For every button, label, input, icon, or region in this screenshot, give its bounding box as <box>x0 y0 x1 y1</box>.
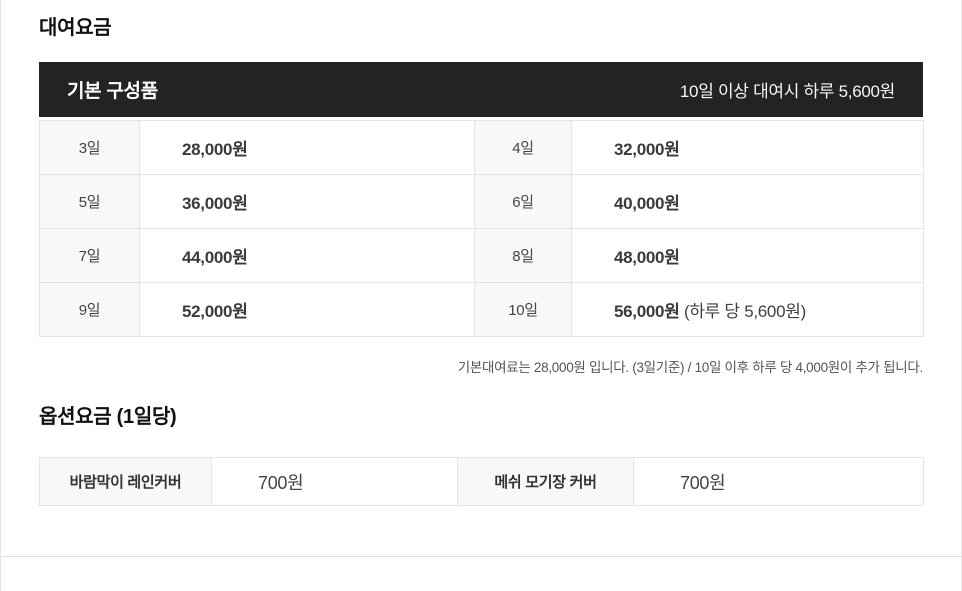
price-value: 28,000원 <box>182 140 248 159</box>
rate-row: 3일 28,000원 4일 32,000원 <box>39 120 924 175</box>
option-price-cell: 700원 <box>633 457 924 506</box>
base-rate-note: 기본대여료는 28,000원 입니다. (3일기준) / 10일 이후 하루 당… <box>457 360 924 375</box>
price-value: 48,000원 <box>614 248 680 267</box>
bottom-divider <box>1 556 961 557</box>
day-cell: 3일 <box>39 120 140 175</box>
rate-row: 9일 52,000원 10일 56,000원 (하루 당 5,600원) <box>39 282 924 337</box>
price-value: 32,000원 <box>614 140 680 159</box>
price-cell: 48,000원 <box>571 228 924 283</box>
day-cell: 4일 <box>474 120 572 175</box>
day-cell: 10일 <box>474 282 572 337</box>
price-cell: 40,000원 <box>571 174 924 229</box>
rate-row: 7일 44,000원 8일 48,000원 <box>39 228 924 283</box>
rate-row: 5일 36,000원 6일 40,000원 <box>39 174 924 229</box>
rental-rate-table: 3일 28,000원 4일 32,000원 5일 36,000원 6일 40,0… <box>39 120 924 337</box>
day-cell: 7일 <box>39 228 140 283</box>
option-label-cell: 메쉬 모기장 커버 <box>457 457 634 506</box>
price-value: 44,000원 <box>182 248 248 267</box>
price-cell: 56,000원 (하루 당 5,600원) <box>571 282 924 337</box>
price-cell: 36,000원 <box>139 174 475 229</box>
day-cell: 9일 <box>39 282 140 337</box>
price-value: 56,000원 <box>614 302 680 321</box>
price-value: 36,000원 <box>182 194 248 213</box>
price-value: 52,000원 <box>182 302 248 321</box>
option-row: 바람막이 레인커버 700원 메쉬 모기장 커버 700원 <box>39 457 924 506</box>
rate-table-header-bar: 기본 구성품 10일 이상 대여시 하루 5,600원 <box>39 62 923 117</box>
long-term-rate-label: 10일 이상 대여시 하루 5,600원 <box>679 82 895 101</box>
day-cell: 6일 <box>474 174 572 229</box>
day-cell: 5일 <box>39 174 140 229</box>
price-cell: 32,000원 <box>571 120 924 175</box>
price-cell: 52,000원 <box>139 282 475 337</box>
price-value: 40,000원 <box>614 194 680 213</box>
option-label-cell: 바람막이 레인커버 <box>39 457 212 506</box>
option-fee-section-title: 옵션요금 (1일당) <box>39 406 177 428</box>
day-cell: 8일 <box>474 228 572 283</box>
price-suffix: (하루 당 5,600원) <box>679 302 806 321</box>
price-cell: 44,000원 <box>139 228 475 283</box>
option-price-cell: 700원 <box>211 457 458 506</box>
basic-components-label: 기본 구성품 <box>67 81 158 102</box>
price-cell: 28,000원 <box>139 120 475 175</box>
rental-fee-section-title: 대여요금 <box>39 17 112 39</box>
option-rate-table: 바람막이 레인커버 700원 메쉬 모기장 커버 700원 <box>39 457 924 506</box>
page-content: 대여요금 기본 구성품 10일 이상 대여시 하루 5,600원 3일 28,0… <box>39 0 924 506</box>
